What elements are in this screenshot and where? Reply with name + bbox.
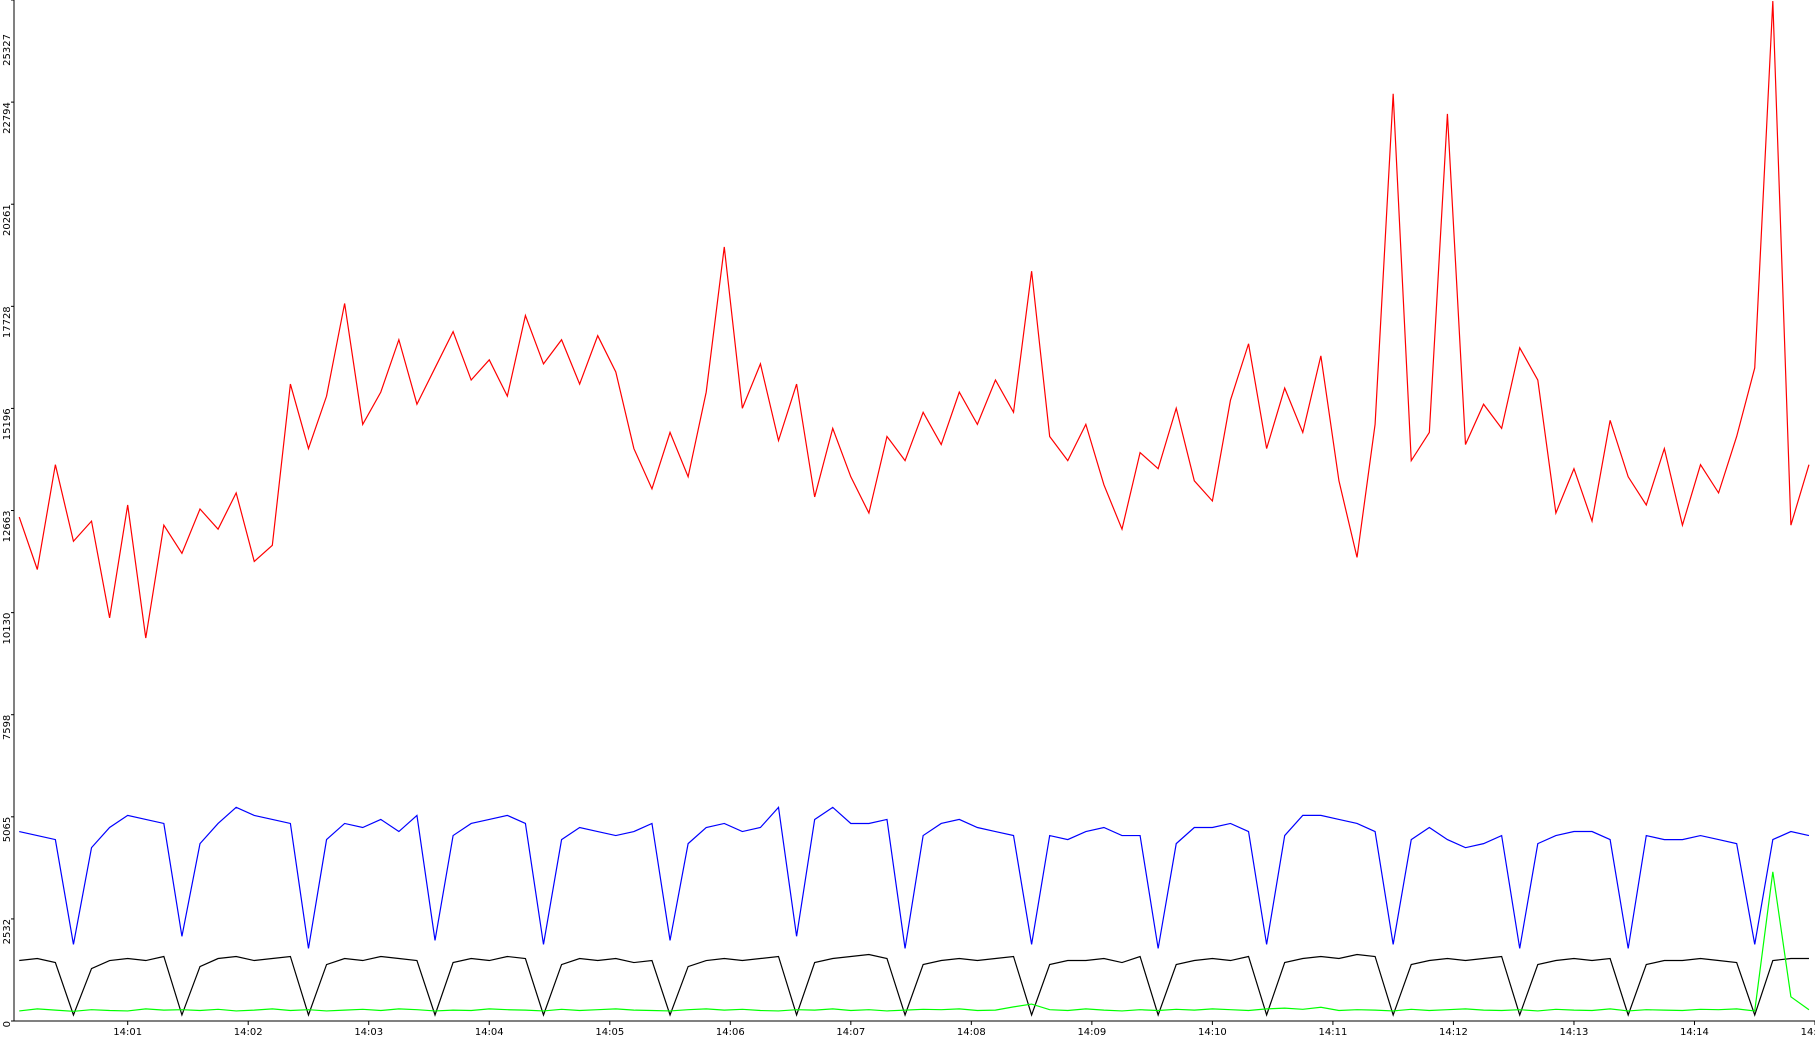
y-tick-label: 0	[2, 1021, 13, 1027]
series-line	[19, 953, 1809, 1017]
series-line	[19, 805, 1810, 949]
y-tick-label: 20261	[2, 204, 13, 236]
x-tick-label: 14:09	[1077, 1027, 1106, 1038]
x-tick-label: 14:07	[836, 1027, 865, 1038]
y-tick-label: 15196	[2, 408, 13, 440]
x-tick-label: 14:06	[716, 1027, 745, 1038]
y-tick-label: 22794	[2, 102, 13, 134]
x-tick-label: 14:13	[1560, 1027, 1589, 1038]
series-line	[18, 1, 1810, 639]
y-tick-label: 2532	[2, 919, 13, 944]
series-line	[19, 871, 1810, 1012]
y-tick-label: 5065	[2, 817, 13, 842]
y-tick-label: 12663	[2, 511, 13, 543]
x-tick-label: 14:01	[113, 1027, 142, 1038]
x-tick-label: 14:11	[1318, 1027, 1347, 1038]
y-tick-label: 10130	[2, 613, 13, 645]
x-tick-label: 14:12	[1439, 1027, 1468, 1038]
x-tick-label: 14:15	[1801, 1027, 1815, 1038]
x-tick-label: 14:03	[354, 1027, 383, 1038]
x-tick-label: 14:05	[595, 1027, 624, 1038]
x-tick-label: 14:08	[957, 1027, 986, 1038]
x-tick-label: 14:02	[234, 1027, 263, 1038]
x-tick-label: 14:10	[1198, 1027, 1227, 1038]
y-tick-label: 25327	[2, 34, 13, 66]
y-tick-label: 17728	[2, 306, 13, 338]
x-tick-label: 14:14	[1680, 1027, 1709, 1038]
y-tick-label: 7598	[2, 715, 13, 740]
x-tick-label: 14:04	[475, 1027, 504, 1038]
